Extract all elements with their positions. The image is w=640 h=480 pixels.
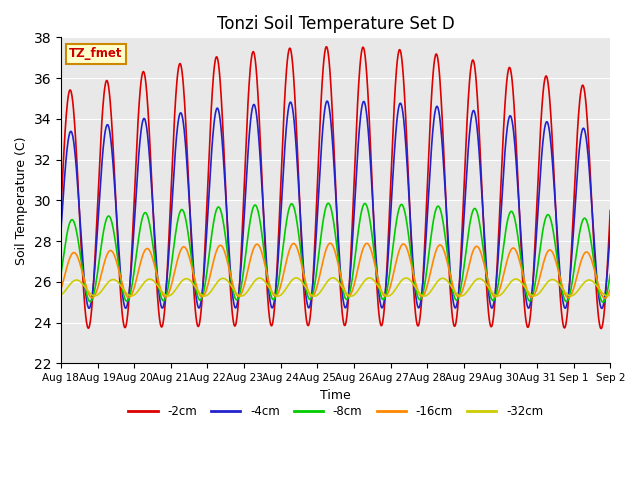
-32cm — [166, 293, 173, 299]
-2cm — [179, 79, 187, 84]
-32cm — [329, 275, 337, 281]
-16cm — [541, 254, 549, 260]
-32cm — [607, 292, 614, 298]
-4cm — [607, 228, 614, 234]
-4cm — [598, 305, 605, 311]
-2cm — [607, 208, 614, 214]
-4cm — [179, 118, 187, 124]
-16cm — [57, 287, 65, 292]
-4cm — [166, 237, 173, 243]
-32cm — [493, 293, 501, 299]
-32cm — [542, 282, 550, 288]
-8cm — [421, 279, 429, 285]
Legend: -2cm, -4cm, -8cm, -16cm, -32cm: -2cm, -4cm, -8cm, -16cm, -32cm — [124, 400, 548, 423]
-32cm — [347, 293, 355, 299]
-8cm — [241, 261, 248, 266]
-32cm — [422, 293, 429, 299]
-2cm — [541, 74, 549, 80]
-2cm — [323, 44, 330, 49]
-4cm — [323, 98, 331, 104]
-2cm — [57, 208, 65, 214]
-8cm — [599, 299, 607, 305]
-4cm — [421, 250, 429, 255]
Text: TZ_fmet: TZ_fmet — [69, 47, 123, 60]
-16cm — [241, 281, 248, 287]
Title: Tonzi Soil Temperature Set D: Tonzi Soil Temperature Set D — [217, 15, 454, 33]
-2cm — [493, 267, 500, 273]
-8cm — [541, 216, 549, 222]
-8cm — [493, 288, 500, 294]
-4cm — [241, 207, 248, 213]
-8cm — [179, 208, 187, 214]
-16cm — [421, 289, 429, 295]
-32cm — [179, 277, 187, 283]
-4cm — [541, 122, 549, 128]
-8cm — [324, 200, 332, 206]
X-axis label: Time: Time — [320, 389, 351, 402]
Y-axis label: Soil Temperature (C): Soil Temperature (C) — [15, 136, 28, 264]
-16cm — [493, 293, 500, 299]
-4cm — [493, 272, 500, 278]
-8cm — [57, 271, 65, 277]
-16cm — [326, 240, 334, 246]
-16cm — [166, 288, 173, 293]
-2cm — [597, 326, 605, 332]
-16cm — [607, 287, 614, 292]
-16cm — [601, 295, 609, 301]
-32cm — [57, 292, 65, 298]
Line: -32cm: -32cm — [61, 278, 611, 296]
-32cm — [241, 292, 248, 298]
-2cm — [166, 217, 173, 223]
-8cm — [166, 275, 173, 280]
-4cm — [57, 228, 65, 234]
-2cm — [241, 175, 248, 180]
Line: -8cm: -8cm — [61, 203, 611, 302]
Line: -2cm: -2cm — [61, 47, 611, 329]
-2cm — [421, 233, 429, 239]
Line: -4cm: -4cm — [61, 101, 611, 308]
-8cm — [607, 271, 614, 277]
Line: -16cm: -16cm — [61, 243, 611, 298]
-16cm — [179, 244, 187, 250]
